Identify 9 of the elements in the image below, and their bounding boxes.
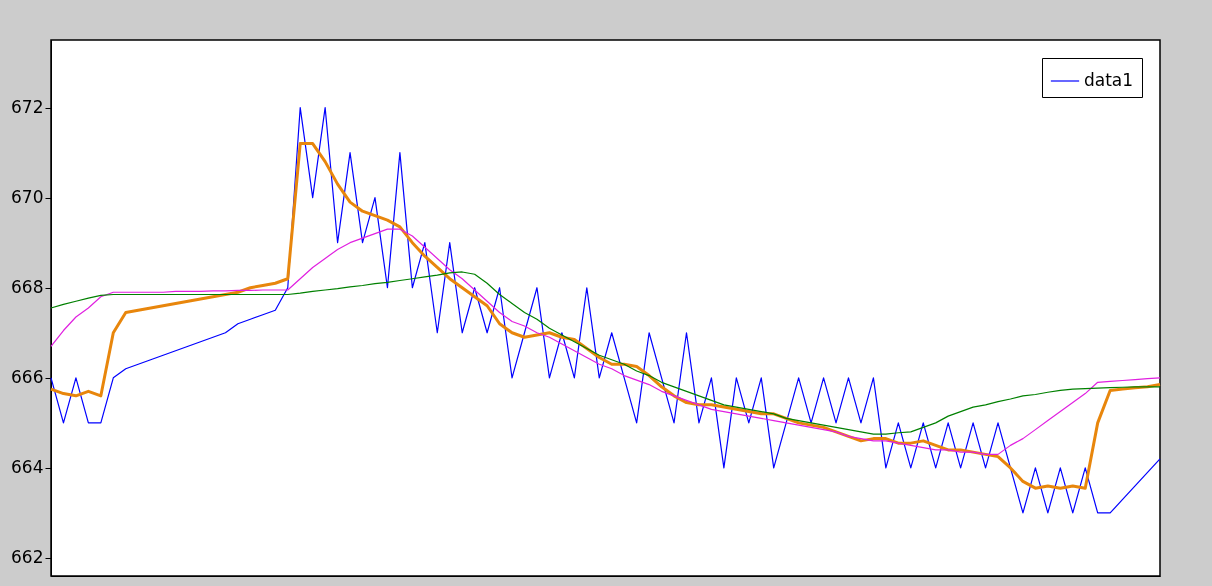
line-series — [50, 271, 1161, 435]
y-tick-label: 664 — [11, 457, 44, 478]
legend-label: data1 — [1084, 70, 1134, 90]
y-tick-label: 670 — [11, 187, 44, 208]
y-tick-label: 668 — [11, 277, 44, 298]
line-series — [50, 228, 1161, 455]
y-tick-label: 666 — [11, 367, 44, 388]
y-tick-label: 662 — [11, 547, 44, 568]
y-tick-label: 672 — [11, 97, 44, 118]
